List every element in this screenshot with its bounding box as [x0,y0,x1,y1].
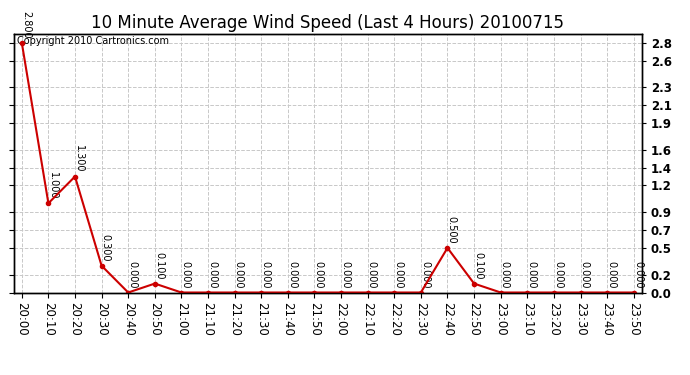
Title: 10 Minute Average Wind Speed (Last 4 Hours) 20100715: 10 Minute Average Wind Speed (Last 4 Hou… [91,14,564,32]
Text: 0.000: 0.000 [500,261,510,288]
Text: 0.000: 0.000 [234,261,244,288]
Text: Copyright 2010 Cartronics.com: Copyright 2010 Cartronics.com [17,36,169,46]
Text: 1.300: 1.300 [74,145,84,172]
Text: 0.000: 0.000 [367,261,377,288]
Text: 0.000: 0.000 [128,261,137,288]
Text: 0.100: 0.100 [154,252,164,279]
Text: 0.300: 0.300 [101,234,111,262]
Text: 0.000: 0.000 [340,261,351,288]
Text: 0.000: 0.000 [607,261,616,288]
Text: 0.000: 0.000 [287,261,297,288]
Text: 0.000: 0.000 [526,261,536,288]
Text: 1.000: 1.000 [48,172,57,199]
Text: 0.100: 0.100 [473,252,483,279]
Text: 0.000: 0.000 [580,261,590,288]
Text: 0.000: 0.000 [207,261,217,288]
Text: 0.000: 0.000 [420,261,430,288]
Text: 0.000: 0.000 [181,261,190,288]
Text: 0.000: 0.000 [393,261,404,288]
Text: 0.000: 0.000 [553,261,563,288]
Text: 0.000: 0.000 [314,261,324,288]
Text: 0.000: 0.000 [633,261,643,288]
Text: 2.800: 2.800 [21,11,31,39]
Text: 0.500: 0.500 [446,216,457,244]
Text: 0.000: 0.000 [260,261,270,288]
